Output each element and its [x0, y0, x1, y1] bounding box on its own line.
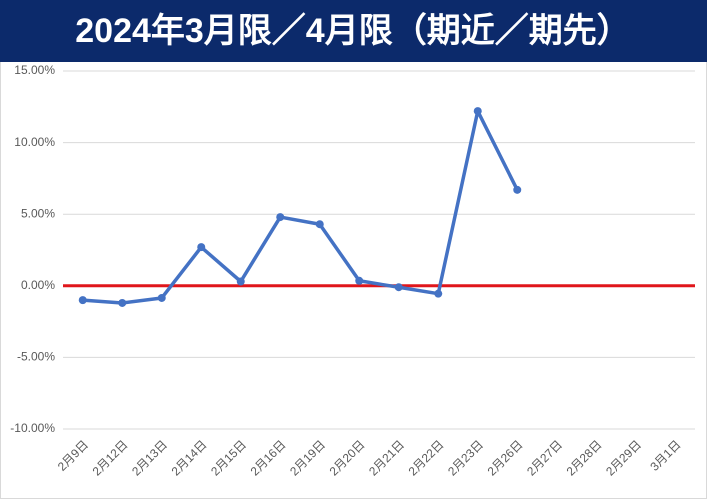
- data-point: [355, 276, 364, 285]
- y-tick-label: -10.00%: [10, 421, 55, 435]
- data-point: [276, 213, 285, 222]
- data-point: [394, 283, 403, 292]
- y-tick-label: 5.00%: [21, 206, 55, 220]
- data-point: [236, 277, 245, 286]
- series-line: [82, 109, 519, 305]
- chart-title: 2024年3月限／4月限（期近／期先）: [75, 11, 630, 50]
- data-point: [78, 296, 87, 305]
- data-point: [118, 298, 127, 307]
- data-point: [315, 220, 324, 229]
- title-bar: [0, 0, 707, 62]
- data-point: [434, 289, 443, 298]
- data-point: [157, 293, 166, 302]
- y-tick-label: 10.00%: [14, 135, 55, 149]
- data-point: [197, 243, 206, 252]
- y-tick-label: -5.00%: [17, 350, 55, 364]
- data-point: [473, 107, 482, 116]
- data-point: [513, 185, 522, 194]
- y-tick-label: 0.00%: [21, 278, 55, 292]
- y-tick-label: 15.00%: [14, 63, 55, 77]
